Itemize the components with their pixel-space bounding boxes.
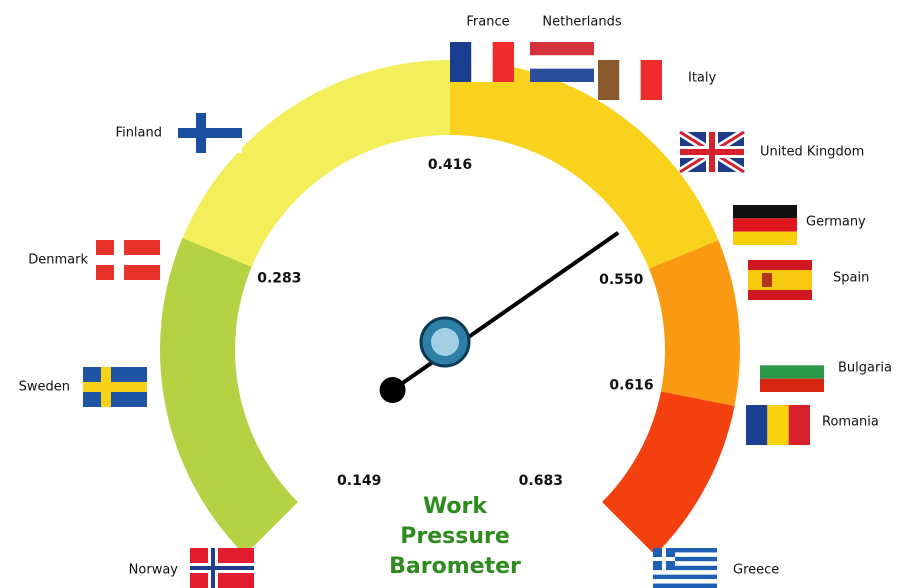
flag-part xyxy=(640,60,662,100)
flag xyxy=(677,128,747,176)
flag-part xyxy=(83,385,147,389)
flag-part xyxy=(492,42,514,82)
flag-part xyxy=(450,42,472,82)
flag-part xyxy=(733,205,797,219)
country-label: France xyxy=(466,15,509,30)
flag xyxy=(746,405,810,445)
flag-part xyxy=(680,149,744,155)
gauge-band xyxy=(602,391,735,556)
flag xyxy=(760,352,824,392)
flag-part xyxy=(733,231,797,245)
flag-part xyxy=(653,561,717,566)
flag-part xyxy=(96,258,160,262)
chart-title: Work xyxy=(423,494,488,519)
needle-ball xyxy=(379,377,406,404)
country-label: United Kingdom xyxy=(760,145,864,160)
tick-label: 0.616 xyxy=(609,378,653,394)
gauge-band xyxy=(648,240,740,406)
country-label: Greece xyxy=(733,563,779,578)
flag-part xyxy=(746,405,768,445)
gauge-band xyxy=(159,237,298,556)
flag-part xyxy=(598,60,620,100)
country-label: Netherlands xyxy=(542,15,621,30)
needle xyxy=(391,231,620,392)
flag xyxy=(598,60,662,100)
country-label: Finland xyxy=(116,126,162,141)
flag xyxy=(748,260,812,300)
tick-label: 0.683 xyxy=(519,473,563,489)
flag-part xyxy=(762,273,772,287)
flag-part xyxy=(178,131,242,135)
tick-label: 0.283 xyxy=(257,270,301,286)
tick-label: 0.550 xyxy=(599,272,644,288)
flag-part xyxy=(788,405,810,445)
flag-part xyxy=(653,579,717,584)
flag-part xyxy=(760,378,824,392)
flag xyxy=(190,548,254,588)
country-label: Sweden xyxy=(19,380,70,395)
country-label: Italy xyxy=(688,71,717,86)
flag xyxy=(653,548,717,588)
country-label: Norway xyxy=(129,563,179,578)
flag-part xyxy=(653,574,717,580)
flag-part xyxy=(530,55,594,69)
chart-title: Barometer xyxy=(389,554,521,579)
flag-part xyxy=(653,552,717,557)
flag-part xyxy=(530,42,594,56)
flag xyxy=(733,205,797,245)
tick-label: 0.416 xyxy=(428,157,472,173)
flag-part xyxy=(530,68,594,82)
gauge-band xyxy=(450,60,719,269)
flag-part xyxy=(760,365,824,379)
flag-part xyxy=(471,42,493,82)
country-label: Spain xyxy=(833,271,869,286)
flag-part xyxy=(653,570,717,575)
flag-part xyxy=(760,352,824,366)
flag-part xyxy=(653,556,717,562)
flag-part xyxy=(733,218,797,232)
hub-inner xyxy=(431,328,459,356)
country-label: Bulgaria xyxy=(838,361,892,376)
tick-label: 0.149 xyxy=(337,473,381,489)
flag xyxy=(450,42,514,82)
flag xyxy=(178,113,242,153)
flag-part xyxy=(653,565,717,571)
flag-part xyxy=(653,557,675,561)
flag-part xyxy=(767,405,789,445)
chart-title: Pressure xyxy=(400,524,510,549)
flag-part xyxy=(748,270,812,290)
flag xyxy=(96,240,160,280)
flag-part xyxy=(653,583,717,588)
gauge-band xyxy=(182,60,451,267)
flag-part xyxy=(619,60,641,100)
flag-part xyxy=(653,548,717,553)
flag-part xyxy=(190,566,254,570)
country-label: Germany xyxy=(806,215,866,230)
flag xyxy=(530,42,594,82)
country-label: Romania xyxy=(822,415,879,430)
flag xyxy=(83,367,147,407)
country-label: Denmark xyxy=(28,253,88,268)
